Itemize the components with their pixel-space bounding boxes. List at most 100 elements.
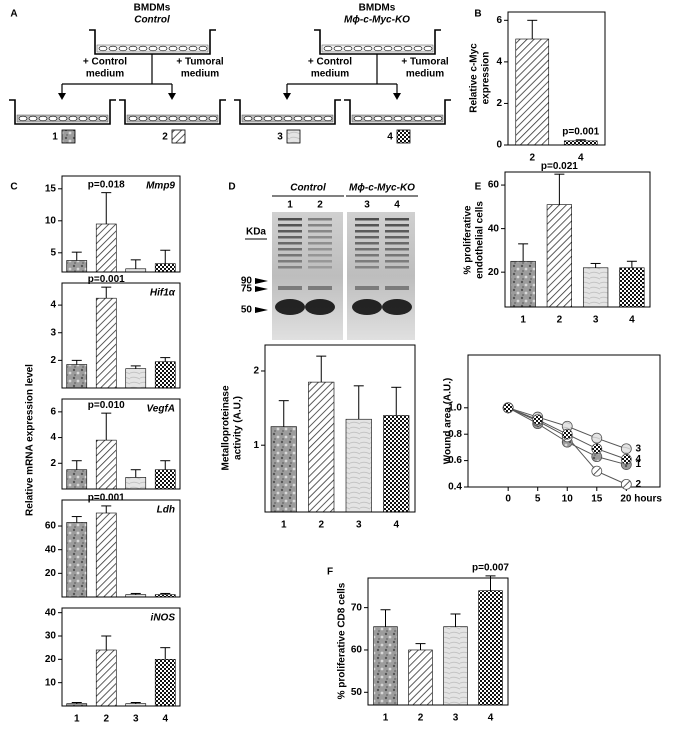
y-tick-label: 40 (488, 223, 500, 234)
bar (546, 204, 572, 308)
gel-band (382, 299, 412, 315)
cell (178, 115, 188, 122)
y-tick-label: 10 (45, 677, 57, 688)
cell (403, 115, 413, 122)
bar (95, 297, 117, 389)
series-label: 1 (636, 459, 642, 470)
y-axis-label: % proliferative (463, 205, 474, 274)
arrow-head (393, 93, 401, 100)
x-tick-label: 2 (103, 714, 109, 725)
x-tick-label: 20 hours (620, 494, 662, 505)
gel-unit: KDa (246, 227, 266, 238)
bar (510, 260, 536, 308)
cell (393, 45, 403, 52)
y-tick-label: 30 (45, 631, 57, 642)
y-tick-label: 70 (351, 602, 363, 613)
y-tick-label: 40 (45, 607, 57, 618)
cell (423, 115, 433, 122)
gel-band (278, 230, 302, 233)
y-tick-label: 1.0 (448, 402, 462, 413)
cell (138, 115, 148, 122)
arm-label: medium (181, 69, 219, 80)
gel-band (355, 260, 379, 263)
gel-band (305, 299, 335, 315)
x-tick-label: 3 (593, 315, 599, 326)
gel-band (385, 248, 409, 251)
annotation: p=0.001 (88, 274, 125, 285)
plot-frame (61, 282, 181, 389)
y-axis-label: Relative c-Myc (469, 43, 480, 113)
y-tick-label: 2 (50, 355, 56, 366)
dish (119, 99, 226, 125)
x-tick-label: 5 (535, 494, 541, 505)
x-tick-label: 3 (356, 520, 362, 531)
cell (168, 115, 178, 122)
dish (9, 99, 116, 125)
x-tick-label: 2 (318, 520, 324, 531)
x-tick-label: 4 (162, 714, 168, 725)
well-swatch (286, 129, 301, 144)
plot-frame (264, 344, 416, 513)
x-tick-label: 3 (133, 714, 139, 725)
gel-band (278, 224, 302, 227)
x-tick-label: 1 (74, 714, 80, 725)
cell (198, 115, 208, 122)
y-tick-label: 2 (50, 458, 56, 469)
plot-frame (467, 354, 661, 488)
gel (272, 212, 343, 340)
y-tick-label: 10 (45, 215, 57, 226)
arrow-head (168, 93, 176, 100)
gel-band (385, 224, 409, 227)
cell (198, 45, 208, 52)
bar (270, 426, 297, 513)
y-axis-label: activity (A.U.) (233, 396, 244, 460)
y-tick-label: 0.4 (448, 482, 462, 493)
x-tick-label: 4 (393, 520, 399, 531)
y-tick-label: 4 (50, 432, 56, 443)
gel-band (308, 242, 332, 245)
bar (95, 439, 117, 490)
annotation: p=0.018 (88, 179, 125, 190)
y-axis-label: Metalloproteinase (221, 385, 232, 470)
lane-label: 4 (394, 200, 400, 211)
bar (66, 469, 88, 490)
cell (118, 45, 128, 52)
y-tick-label: 3 (50, 327, 56, 338)
arm-label: + Tumoral (176, 57, 224, 68)
arm-label: + Tumoral (401, 57, 449, 68)
annotation: p=0.007 (472, 563, 509, 574)
y-tick-label: 5 (50, 247, 56, 258)
bar (515, 38, 550, 146)
cell (363, 115, 373, 122)
cell (423, 45, 433, 52)
group-subtitle: Mϕ-c-Myc-KO (344, 15, 410, 26)
marker (591, 465, 603, 477)
annotation: p=0.010 (88, 400, 125, 411)
gel-band (308, 230, 332, 233)
cell (128, 45, 138, 52)
bar (443, 626, 468, 706)
marker-arrow (255, 278, 268, 284)
gel-group: Control (290, 183, 326, 194)
panel-label: C (10, 182, 17, 193)
well-swatch (396, 129, 411, 144)
dish (344, 99, 451, 125)
cell (343, 45, 353, 52)
cell (158, 45, 168, 52)
y-tick-label: 4 (496, 57, 502, 68)
well-label: 2 (162, 132, 168, 143)
series-label: 2 (636, 479, 642, 490)
cell (293, 115, 303, 122)
cell (393, 115, 403, 122)
cell (88, 115, 98, 122)
panel-label: B (474, 9, 481, 20)
cell (98, 115, 108, 122)
gel-band (355, 230, 379, 233)
bar (95, 649, 117, 707)
gel-band (355, 266, 379, 269)
group-subtitle: Control (134, 15, 170, 26)
panel-label: E (475, 182, 482, 193)
annotation: p=0.021 (541, 161, 578, 172)
gel-band (278, 218, 302, 221)
group-title: BMDMs (134, 3, 171, 14)
